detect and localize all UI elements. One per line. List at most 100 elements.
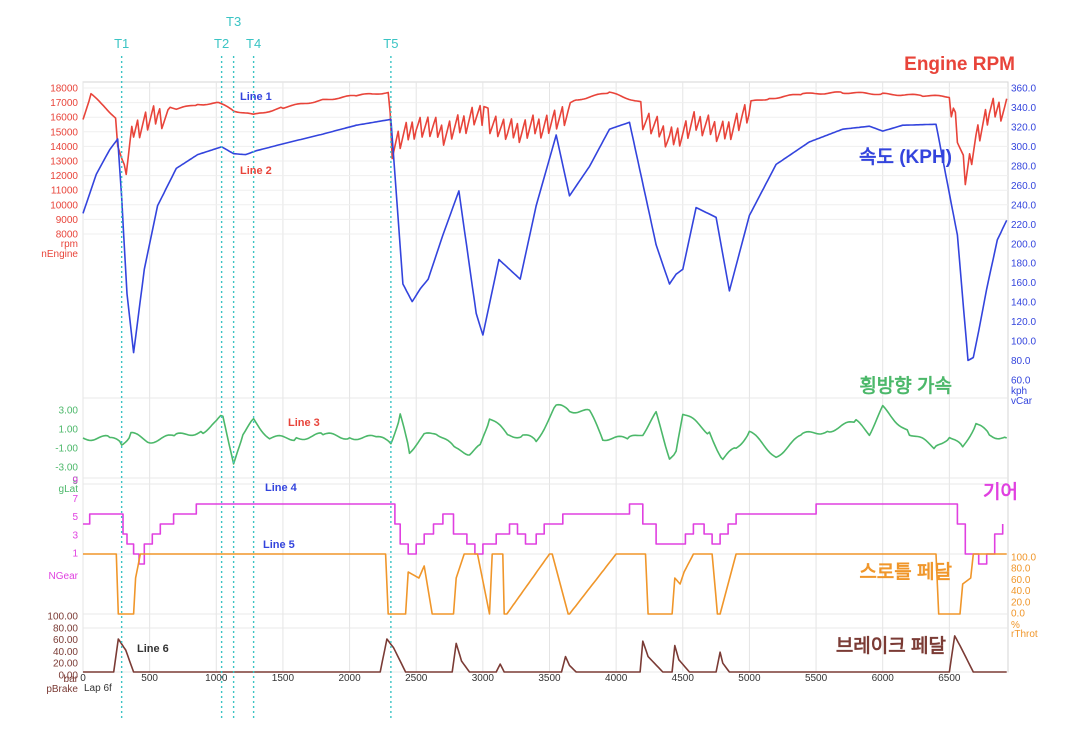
series-line-throttle: [83, 553, 1007, 615]
axis-unit-throttle: %: [1011, 620, 1020, 631]
y-tick-label-gear: 7: [72, 494, 78, 505]
axis-channel-rpm: nEngine: [41, 249, 78, 260]
y-tick-label-rpm: 11000: [51, 186, 79, 197]
y-tick-label-rpm: 10000: [50, 200, 78, 211]
y-tick-label-gear: 1: [72, 549, 78, 560]
x-tick-label: 1000: [205, 673, 228, 684]
x-tick-label: 5000: [738, 673, 761, 684]
y-tick-label-speed: 140.0: [1011, 298, 1036, 309]
y-tick-label-speed: 320.0: [1011, 122, 1036, 133]
y-tick-label-rpm: 8000: [56, 230, 79, 241]
panel-title-throttle: 스로틀 페달: [859, 561, 952, 583]
y-tick-label-speed: 200.0: [1011, 239, 1036, 250]
series-line-speed: [82, 118, 1008, 362]
y-tick-label-throttle: 20.0: [1011, 597, 1031, 608]
line-label: Line 6: [137, 643, 169, 655]
panel-title-lat: 횡방향 가속: [859, 375, 952, 397]
y-tick-label-lat: -1.00: [55, 444, 78, 455]
axis-channel-speed: vCar: [1011, 396, 1033, 407]
turn-marker-label: T2: [214, 36, 229, 51]
line-label: Line 1: [240, 91, 272, 103]
axis-unit-rpm: rpm: [61, 239, 78, 250]
y-tick-label-rpm: 14000: [50, 142, 78, 153]
x-tick-label: 5500: [805, 673, 828, 684]
turn-marker-label: T3: [226, 14, 241, 29]
panel-title-gear: 기어: [983, 481, 1018, 503]
x-tick-label: 0: [80, 673, 86, 684]
x-axis-label: Lap 6f: [84, 683, 112, 694]
y-tick-label-rpm: 15000: [50, 127, 78, 138]
y-tick-label-speed: 340.0: [1011, 103, 1036, 114]
y-tick-label-speed: 220.0: [1011, 220, 1036, 231]
y-tick-label-throttle: 60.0: [1011, 575, 1031, 586]
y-tick-label-throttle: 40.0: [1011, 586, 1031, 597]
line-label: Line 2: [240, 165, 272, 177]
axis-unit-speed: kph: [1011, 386, 1027, 397]
axis-channel-brake: pBrake: [46, 684, 78, 695]
x-tick-label: 2000: [338, 673, 361, 684]
x-tick-label: 4000: [605, 673, 628, 684]
y-tick-label-brake: 100.00: [47, 612, 78, 623]
x-tick-label: 4500: [672, 673, 695, 684]
y-tick-label-rpm: 16000: [50, 113, 78, 124]
x-tick-label: 6000: [872, 673, 895, 684]
y-tick-label-gear: 3: [72, 530, 78, 541]
y-tick-label-rpm: 12000: [50, 171, 78, 182]
axis-unit-lat: g: [72, 474, 78, 485]
y-tick-label-throttle: 80.0: [1011, 564, 1031, 575]
line-label: Line 3: [288, 417, 320, 429]
y-tick-label-speed: 120.0: [1011, 317, 1036, 328]
y-tick-label-speed: 280.0: [1011, 161, 1036, 172]
series-line-rpm: [82, 91, 1008, 186]
y-tick-label-rpm: 9000: [56, 215, 79, 226]
axis-unit-brake: bar: [64, 674, 79, 685]
turn-marker-label: T4: [246, 36, 261, 51]
y-tick-label-rpm: 17000: [50, 98, 78, 109]
y-tick-label-speed: 100.0: [1011, 337, 1036, 348]
y-tick-label-speed: 160.0: [1011, 278, 1036, 289]
x-tick-label: 2500: [405, 673, 428, 684]
axis-channel-throttle: rThrot: [1011, 629, 1038, 640]
series-line-gear: [83, 503, 1004, 565]
series-line-lat: [82, 403, 1007, 465]
axis-channel-gear: NGear: [49, 571, 79, 582]
y-tick-label-brake: 80.00: [53, 623, 78, 634]
y-tick-label-speed: 360.0: [1011, 84, 1036, 95]
series-lines: [82, 91, 1008, 673]
line-label: Line 4: [265, 482, 298, 494]
axis-channel-lat: gLat: [59, 484, 79, 495]
y-tick-label-brake: 40.00: [53, 647, 78, 658]
y-tick-label-rpm: 18000: [50, 84, 78, 95]
panel-title-brake: 브레이크 페달: [836, 635, 947, 657]
turn-marker-label: T5: [383, 36, 398, 51]
panel-title-speed: 속도 (KPH): [859, 146, 952, 168]
y-tick-label-lat: 1.00: [59, 425, 79, 436]
series-line-brake: [83, 635, 1007, 673]
y-tick-label-gear: 5: [72, 512, 78, 523]
x-tick-label: 6500: [938, 673, 961, 684]
y-tick-label-throttle: 0.0: [1011, 609, 1025, 620]
y-tick-label-brake: 60.00: [53, 635, 78, 646]
y-tick-label-speed: 60.0: [1011, 376, 1031, 387]
panel-title-rpm: Engine RPM: [904, 54, 1015, 75]
line-label: Line 5: [263, 539, 295, 551]
y-tick-label-speed: 80.0: [1011, 356, 1031, 367]
y-tick-label-lat: 3.00: [59, 406, 79, 417]
y-tick-label-brake: 0.00: [59, 671, 79, 682]
axis-ticks: 1800017000160001500014000130001200011000…: [41, 84, 1038, 696]
y-tick-label-brake: 20.00: [53, 659, 78, 670]
y-tick-label-speed: 260.0: [1011, 181, 1036, 192]
y-tick-label-speed: 300.0: [1011, 142, 1036, 153]
turn-markers: T1 T2 T3 T4 T5: [114, 14, 398, 720]
turn-marker-label: T1: [114, 36, 129, 51]
y-tick-label-rpm: 13000: [50, 157, 78, 168]
y-tick-label-gear: 9: [72, 476, 78, 487]
x-tick-label: 1500: [272, 673, 295, 684]
y-tick-label-throttle: 100.0: [1011, 553, 1036, 564]
x-tick-label: 3500: [538, 673, 561, 684]
y-tick-label-speed: 240.0: [1011, 200, 1036, 211]
x-tick-label: 500: [141, 673, 158, 684]
y-tick-label-speed: 180.0: [1011, 259, 1036, 270]
labels: Engine RPM Line 1 Line 2 속도 (KPH) 횡방향 가속 Line…: [137, 54, 1018, 657]
